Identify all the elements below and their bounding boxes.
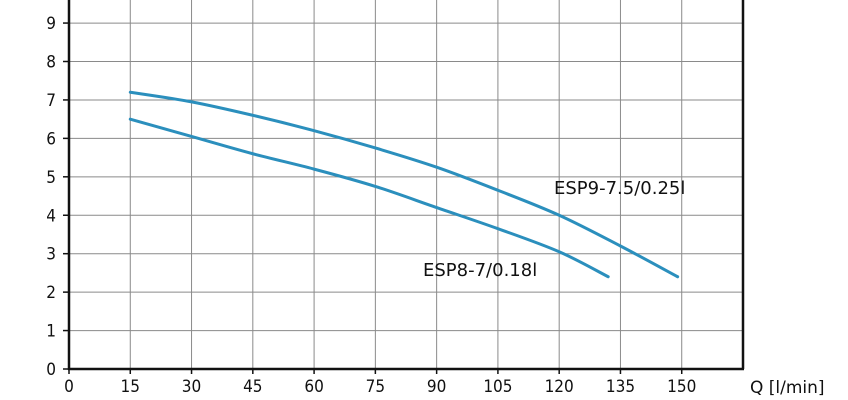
y-tick-label: 0 [46, 360, 56, 380]
x-axis-label: Q [l/min] [750, 378, 825, 398]
x-tick-label: 90 [427, 377, 446, 397]
x-tick-label: 105 [483, 377, 512, 397]
series-label-esp8: ESP8-7/0.18l [423, 260, 537, 281]
x-tick-label: 30 [182, 377, 201, 397]
y-tick-label: 8 [46, 53, 56, 73]
x-tick-label: 120 [545, 377, 574, 397]
y-tick-label: 5 [46, 168, 56, 188]
y-tick-label: 1 [46, 322, 56, 342]
series-group [128, 90, 680, 279]
y-tick-label: 2 [46, 283, 56, 303]
series-label-esp9: ESP9-7.5/0.25l [554, 178, 685, 199]
y-tick-label: 6 [46, 129, 56, 149]
x-tick-label: 135 [606, 377, 635, 397]
series-line-esp8 [128, 117, 610, 279]
grid [69, 0, 743, 369]
x-tick-label: 60 [304, 377, 323, 397]
y-tick-label: 3 [46, 245, 56, 265]
x-tick-label: 15 [121, 377, 140, 397]
axes [63, 0, 745, 374]
x-tick-label: 45 [243, 377, 262, 397]
x-tick-label: 75 [366, 377, 385, 397]
y-tick-label: 9 [46, 14, 56, 34]
y-tick-label: 7 [46, 91, 56, 111]
x-tick-label: 150 [667, 377, 696, 397]
series-line-esp9 [128, 90, 680, 279]
y-tick-label: 4 [46, 206, 56, 226]
x-tick-label: 0 [64, 377, 74, 397]
